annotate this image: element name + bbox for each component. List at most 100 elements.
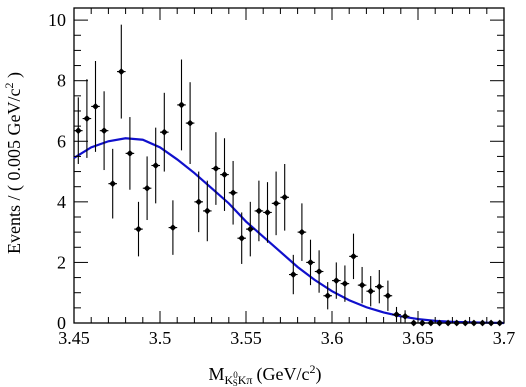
point-marker: [418, 319, 426, 327]
data-point: [478, 319, 487, 327]
data-point: [306, 239, 315, 286]
fit-curve-layer: [73, 137, 505, 325]
data-point: [461, 319, 470, 327]
point-marker: [264, 209, 271, 216]
x-axis-title-sub-sub: S: [233, 378, 238, 387]
point-marker: [479, 319, 486, 327]
point-marker: [126, 149, 134, 157]
data-point: [426, 319, 436, 327]
data-point: [203, 180, 212, 242]
point-marker: [289, 271, 297, 278]
point-marker: [83, 115, 91, 122]
data-point: [160, 92, 169, 172]
data-point: [323, 282, 332, 310]
x-tick-label: 3.65: [402, 328, 434, 348]
x-axis-title-units: (GeV/c: [256, 364, 309, 385]
point-marker: [324, 292, 332, 300]
y-axis-title-close: ): [4, 72, 25, 83]
point-marker: [470, 319, 478, 327]
point-marker: [169, 224, 177, 231]
x-tick-label: 3.5: [149, 328, 172, 348]
point-marker: [332, 277, 340, 284]
point-marker: [427, 319, 435, 327]
data-point: [340, 265, 350, 302]
data-point: [177, 59, 186, 151]
y-axis-title-main: Events / ( 0.005 GeV/c: [4, 89, 25, 254]
point-marker: [92, 103, 99, 110]
point-marker: [238, 234, 246, 242]
data-point: [228, 160, 238, 225]
point-marker: [341, 280, 349, 288]
point-marker: [375, 283, 383, 291]
point-marker: [315, 268, 323, 275]
point-marker: [203, 207, 211, 215]
point-marker: [358, 281, 366, 289]
data-point: [271, 171, 281, 236]
x-axis-title-units-close: ): [315, 364, 321, 385]
point-marker: [178, 101, 185, 109]
point-marker: [384, 292, 392, 300]
data-point: [409, 319, 418, 327]
x-tick-label: 3.6: [321, 328, 344, 348]
data-point: [435, 319, 444, 327]
point-marker: [401, 312, 409, 320]
data-point: [289, 254, 298, 295]
x-axis-title-sub-rest: Kπ: [238, 373, 253, 387]
x-axis-title: MK0 SKπ (GeV/c2): [209, 362, 322, 387]
data-point: [357, 266, 367, 304]
data-point: [194, 171, 203, 233]
data-point: [125, 117, 135, 190]
data-point: [332, 262, 341, 299]
data-point: [134, 201, 143, 257]
point-marker: [100, 127, 108, 135]
data-point: [220, 138, 229, 211]
data-point: [392, 306, 401, 323]
point-marker: [143, 184, 151, 192]
x-tick-label: 3.7: [493, 328, 516, 348]
data-point: [237, 212, 246, 264]
point-marker: [444, 319, 452, 327]
data-point: [185, 82, 195, 164]
data-point: [418, 319, 427, 327]
data-points-layer: [74, 24, 504, 327]
point-marker: [255, 207, 263, 215]
point-marker: [74, 127, 82, 135]
y-tick-label: 10: [48, 10, 66, 30]
data-point: [349, 233, 358, 280]
point-marker: [298, 228, 306, 236]
point-marker: [160, 128, 168, 136]
point-marker: [461, 319, 469, 327]
tick-labels-layer: 3.45 3.5 3.55 3.6 3.65 3.7 0 2 4 6 8 10: [48, 10, 515, 348]
point-marker: [393, 311, 400, 318]
x-tick-label: 3.45: [58, 328, 90, 348]
point-marker: [221, 171, 228, 178]
data-point: [469, 319, 479, 327]
data-point: [117, 24, 126, 119]
point-marker: [195, 198, 203, 206]
point-marker: [453, 319, 461, 327]
point-marker: [367, 287, 375, 295]
y-tick-label: 6: [57, 131, 66, 151]
data-point: [151, 127, 160, 204]
point-marker: [212, 165, 220, 172]
plot-frame: [73, 7, 505, 324]
point-marker: [272, 199, 280, 207]
x-axis-title-main: M: [209, 364, 225, 384]
point-marker: [117, 68, 125, 76]
data-point: [452, 319, 461, 327]
y-tick-label: 0: [57, 313, 66, 333]
data-point: [74, 97, 83, 164]
data-point: [280, 163, 289, 231]
data-point: [366, 276, 375, 307]
y-axis-title-sup: 2: [2, 83, 16, 89]
data-point: [246, 201, 255, 257]
point-marker: [410, 319, 418, 327]
data-point: [168, 200, 178, 255]
data-point: [108, 148, 117, 219]
data-point: [91, 61, 100, 152]
data-point: [254, 180, 264, 242]
y-tick-label: 8: [57, 71, 66, 91]
data-point: [400, 310, 410, 323]
